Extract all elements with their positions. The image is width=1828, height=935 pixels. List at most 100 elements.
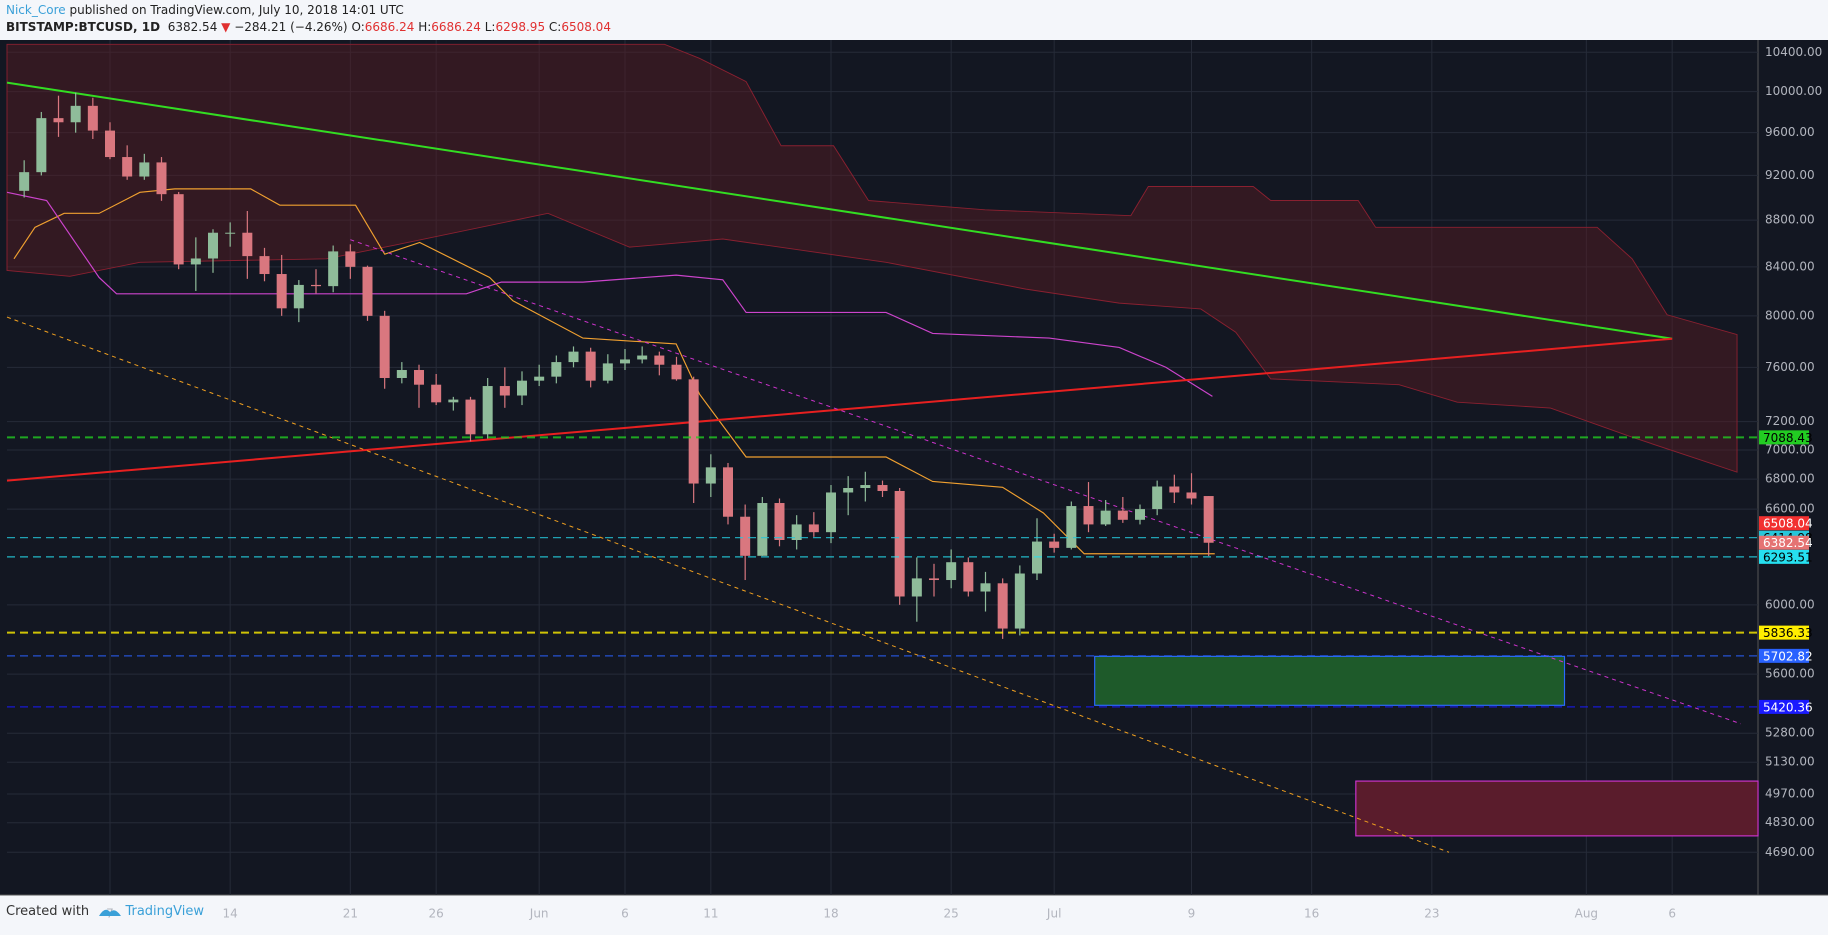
brand[interactable]: TradingView	[125, 904, 204, 919]
candle-body	[517, 380, 527, 396]
candle-body	[87, 105, 98, 131]
candle-body	[36, 118, 47, 173]
candle-body	[242, 232, 253, 257]
candle-body	[259, 256, 270, 275]
ohlc-part: H:	[418, 20, 432, 34]
candle-body	[414, 370, 424, 385]
y-tick-label: 6800.00	[1765, 472, 1815, 486]
y-tick-label: 8800.00	[1765, 213, 1815, 227]
candle-body	[156, 162, 167, 195]
candle-body	[602, 363, 613, 381]
candle-body	[860, 485, 871, 488]
y-tick-label: 4970.00	[1765, 787, 1815, 801]
y-tick-label: 9200.00	[1765, 168, 1815, 182]
ohlc-part: 6298.95	[495, 20, 546, 34]
candle-body	[1186, 492, 1197, 499]
candle-body	[70, 105, 81, 123]
candle-body	[757, 503, 768, 556]
candle-body	[379, 315, 390, 378]
chart-bg	[0, 40, 1828, 895]
change: −284.21 (−4.26%)	[234, 20, 348, 34]
candle-body	[534, 376, 545, 381]
created: Created with	[6, 904, 90, 919]
candle-body	[1169, 486, 1180, 493]
publish-line: Nick_Core published on TradingView.com, …	[6, 3, 404, 17]
candle-body	[328, 251, 339, 287]
candle-body	[688, 379, 699, 484]
candle-body	[654, 355, 665, 365]
candle-body	[705, 467, 716, 484]
candle-body	[568, 351, 579, 363]
candle-body	[105, 130, 115, 158]
candle-body	[826, 492, 836, 533]
candle-body	[637, 355, 648, 360]
x-tick-label: 16	[1304, 907, 1319, 921]
candle-body	[345, 251, 356, 267]
candle-body	[396, 370, 407, 378]
candle-body	[448, 399, 459, 403]
candle-body	[946, 562, 957, 581]
candle-body	[774, 503, 785, 540]
candle-body	[877, 485, 888, 491]
candle-body	[53, 118, 64, 123]
target-zone	[1355, 780, 1759, 837]
ohlc-part: 6508.04	[561, 20, 611, 34]
candle-body	[362, 266, 373, 316]
ohlc: O:6686.24 H:6686.24 L:6298.95 C:6508.04	[351, 20, 611, 34]
price-tag-label: 6293.51	[1763, 550, 1813, 564]
price-tag-label: 7088.43	[1763, 431, 1813, 445]
candle-body	[1117, 510, 1128, 520]
candle-body	[551, 362, 562, 377]
symbol: BITSTAMP:BTCUSD, 1D	[6, 20, 161, 34]
y-tick-label: 9600.00	[1765, 125, 1815, 139]
candle-body	[499, 386, 510, 396]
author[interactable]: Nick_Core	[6, 3, 66, 17]
trendline	[6, 316, 1450, 853]
candle-body	[19, 172, 30, 191]
y-tick-label: 5280.00	[1765, 726, 1815, 740]
candle-body	[122, 157, 133, 177]
candle-body	[740, 516, 751, 556]
ohlc-part: 6686.24	[364, 20, 415, 34]
trendline	[6, 81, 1673, 340]
ohlc-part: L:	[484, 20, 496, 34]
price-tag	[1759, 430, 1809, 445]
candle-body	[1032, 541, 1042, 574]
price-tag-label: 6508.04	[1763, 517, 1813, 531]
candle-body	[190, 258, 201, 265]
candle-body	[585, 351, 596, 381]
candle-body	[225, 232, 236, 234]
y-tick-label: 5130.00	[1765, 755, 1815, 769]
price-tag	[1759, 516, 1809, 531]
candle-body	[173, 194, 184, 265]
candle-body	[843, 487, 854, 493]
candle-body	[1049, 541, 1060, 548]
trendline	[350, 239, 1741, 725]
base-line	[13, 188, 1215, 555]
candle-body	[671, 364, 682, 380]
footer: Created with TradingView	[6, 904, 204, 919]
price-tag-label: 5420.36	[1763, 700, 1813, 714]
y-tick-label: 10000.00	[1765, 84, 1822, 98]
candle-body	[311, 284, 321, 287]
candle-body	[1135, 509, 1145, 520]
candle-body	[980, 583, 991, 592]
candle-body	[963, 562, 974, 592]
candle-body	[1083, 506, 1094, 525]
candle-body	[482, 386, 493, 435]
x-tick-label: 6	[621, 907, 629, 921]
price-tag-label: 6382.54	[1763, 536, 1813, 550]
demand-zone	[1094, 655, 1566, 706]
x-tick-label: 6	[1668, 907, 1676, 921]
ohlc-part: O:	[351, 20, 365, 34]
candle-body	[293, 284, 304, 309]
x-tick-label: 9	[1188, 907, 1196, 921]
last: 6382.54	[167, 20, 218, 34]
conversion-line	[6, 191, 1213, 397]
candle-body	[1066, 506, 1077, 548]
x-tick-label: 21	[343, 907, 358, 921]
y-tick-label: 4830.00	[1765, 815, 1815, 829]
y-tick-label: 8400.00	[1765, 259, 1815, 273]
x-tick-label: 11	[703, 907, 718, 921]
x-tick-label: Jun	[529, 907, 549, 921]
